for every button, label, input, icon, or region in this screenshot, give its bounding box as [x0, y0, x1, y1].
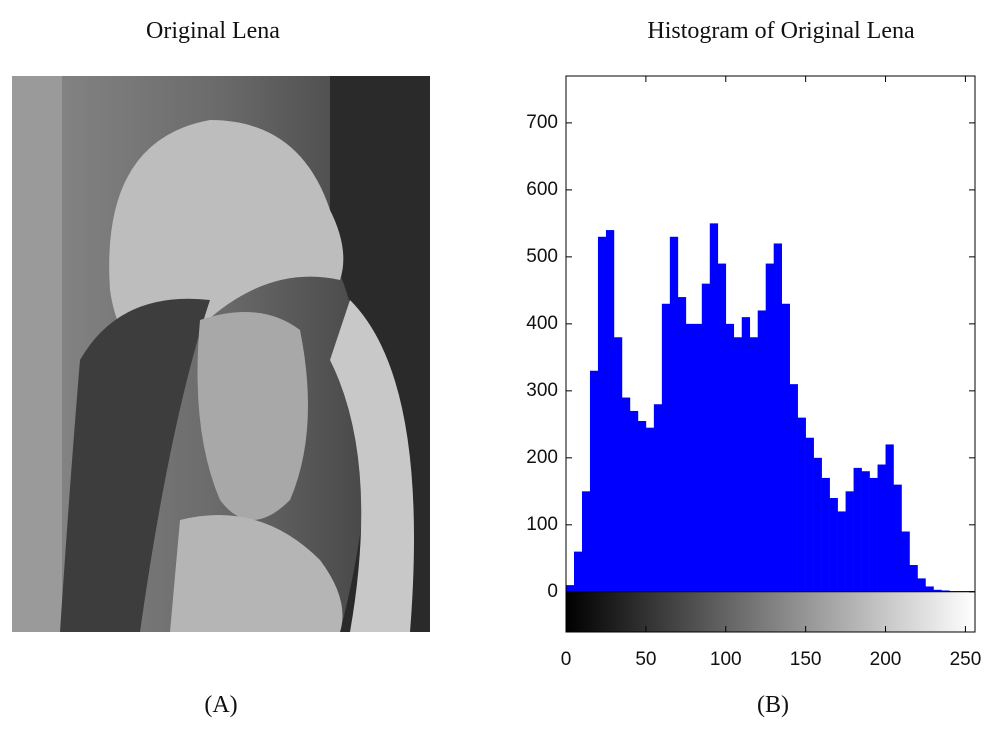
x-tick-label: 150: [790, 649, 822, 670]
bar: [846, 491, 854, 591]
caption: (A): [204, 692, 237, 718]
bar: [694, 324, 702, 592]
bar: [854, 468, 862, 592]
bar: [782, 304, 790, 592]
bar: [798, 418, 806, 592]
bar: [638, 421, 646, 592]
x-tick-label: 200: [870, 649, 902, 670]
bar: [574, 552, 582, 592]
bar: [582, 491, 590, 591]
bar: [870, 478, 878, 592]
image-title: Original Lena: [146, 18, 280, 44]
bar: [822, 478, 830, 592]
y-tick-label: 400: [526, 313, 558, 334]
x-tick-label: 100: [710, 649, 742, 670]
bar: [718, 264, 726, 592]
bar: [750, 337, 758, 592]
x-tick-label: 0: [561, 649, 572, 670]
y-tick-label: 100: [526, 514, 558, 535]
bar: [670, 237, 678, 592]
colorbar: [566, 592, 975, 632]
bar: [654, 404, 662, 592]
bar: [878, 465, 886, 592]
bar: [702, 284, 710, 592]
bar: [806, 438, 814, 592]
bar: [590, 371, 598, 592]
bar: [686, 324, 694, 592]
bar: [622, 398, 630, 592]
bar: [598, 237, 606, 592]
bar: [662, 304, 670, 592]
bar: [830, 498, 838, 592]
bar: [710, 223, 718, 591]
y-tick-label: 500: [526, 246, 558, 267]
bar: [606, 230, 614, 592]
bar: [838, 511, 846, 591]
bar: [766, 264, 774, 592]
bar: [909, 565, 917, 592]
bar: [646, 428, 654, 592]
bar: [814, 458, 822, 592]
y-tick-label: 200: [526, 447, 558, 468]
y-tick-label: 700: [526, 112, 558, 133]
bar: [902, 532, 910, 592]
bar: [742, 317, 750, 592]
bar: [630, 411, 638, 592]
bar: [790, 384, 798, 592]
caption: (B): [757, 692, 789, 718]
bar: [678, 297, 686, 592]
bar: [886, 444, 894, 591]
bar: [894, 485, 902, 592]
x-tick-label: 50: [635, 649, 656, 670]
y-tick-label: 0: [547, 581, 558, 602]
bar: [734, 337, 742, 592]
bar: [774, 243, 782, 591]
bar: [726, 324, 734, 592]
bar: [925, 586, 933, 591]
y-tick-label: 600: [526, 179, 558, 200]
lena-image: [12, 76, 430, 632]
chart-title: Histogram of Original Lena: [647, 18, 915, 44]
y-tick-label: 300: [526, 380, 558, 401]
bar: [566, 585, 574, 592]
bar: [862, 471, 870, 592]
bar: [917, 578, 925, 591]
bar: [758, 310, 766, 591]
x-tick-label: 250: [950, 649, 982, 670]
figure: Original Lena (A) Histogram of Original …: [0, 0, 996, 742]
bar: [614, 337, 622, 592]
